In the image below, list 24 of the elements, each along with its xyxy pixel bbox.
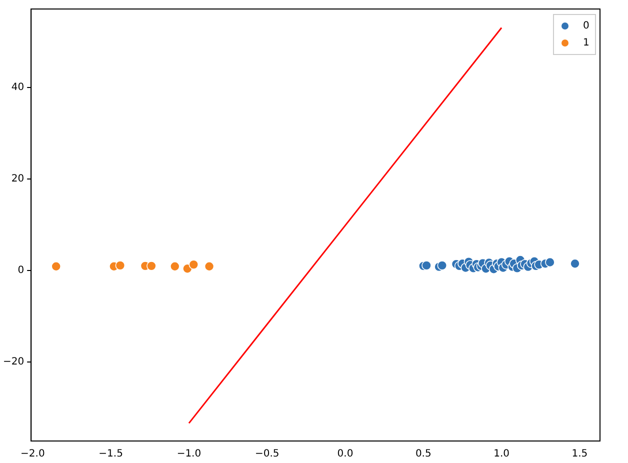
x-tick-label: 1.0 [494, 448, 510, 460]
point [570, 258, 580, 269]
y-tick-label: 0 [18, 265, 24, 276]
point [170, 261, 180, 272]
x-tick-label: 0.0 [337, 448, 354, 460]
x-tick-label: −1.5 [98, 448, 123, 460]
point [422, 260, 432, 270]
y-tick-label: −20 [2, 356, 24, 368]
point [146, 261, 156, 271]
x-tick-label: −1.0 [176, 448, 202, 460]
x-tick-label: 0.5 [415, 448, 432, 460]
point [204, 261, 214, 272]
x-tick-label: −2.0 [20, 448, 45, 460]
point [51, 261, 62, 272]
point [188, 260, 199, 270]
y-tick-label: 40 [11, 82, 24, 94]
point [545, 257, 555, 268]
x-tick-label: −0.5 [254, 448, 280, 460]
point [115, 260, 126, 270]
point [437, 260, 448, 270]
legend-label: 1 [583, 38, 590, 49]
y-tick-label: 20 [11, 174, 24, 185]
x-tick-label: 1.5 [572, 448, 588, 460]
legend-label: 0 [583, 20, 590, 32]
